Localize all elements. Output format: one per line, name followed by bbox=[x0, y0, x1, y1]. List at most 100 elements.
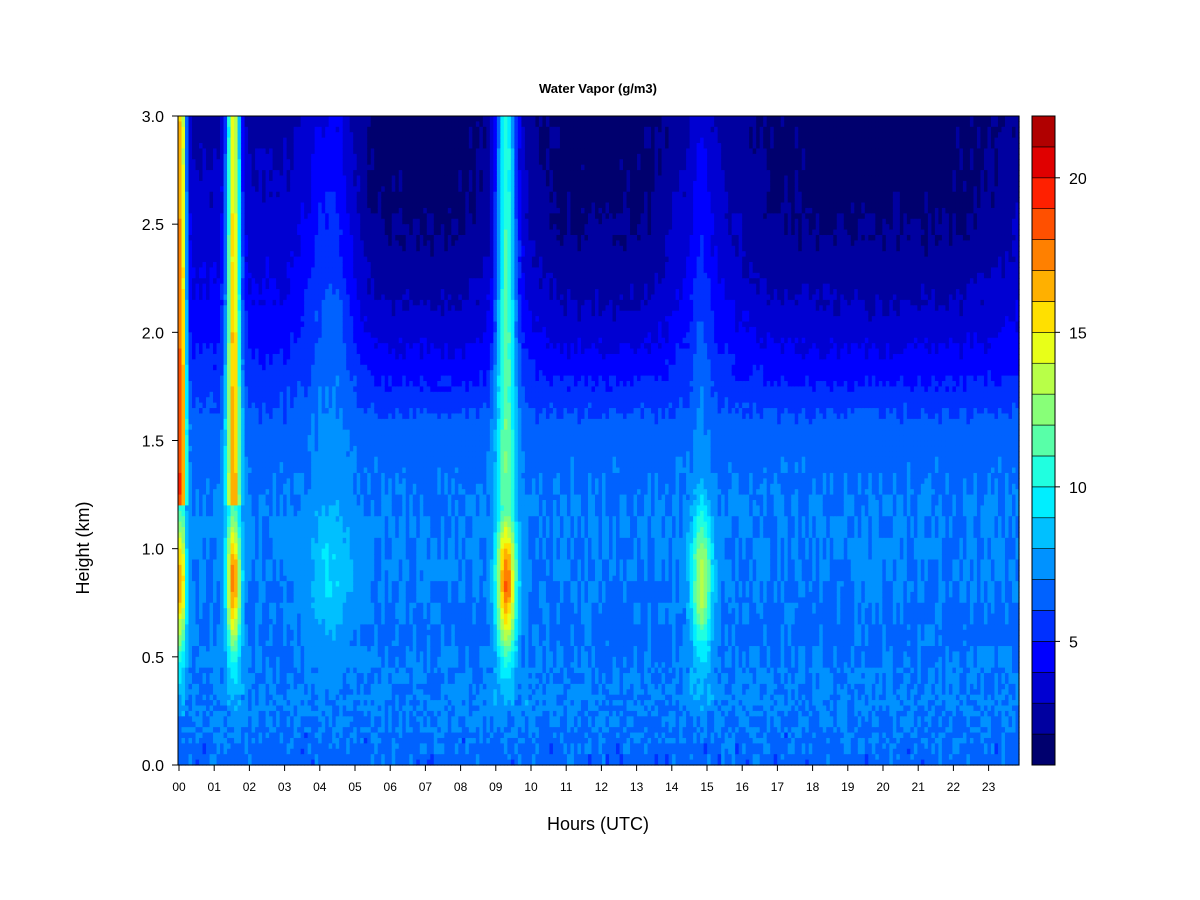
heatmap-cell bbox=[259, 624, 263, 630]
heatmap-cell bbox=[217, 376, 221, 382]
heatmap-cell bbox=[189, 305, 193, 311]
heatmap-cell bbox=[189, 597, 193, 603]
heatmap-cell bbox=[189, 397, 193, 403]
heatmap-cell bbox=[206, 349, 210, 355]
heatmap-cell bbox=[248, 576, 252, 582]
heatmap-cell bbox=[234, 646, 238, 652]
heatmap-cell bbox=[192, 462, 196, 468]
heatmap-cell bbox=[262, 565, 266, 571]
heatmap-cell bbox=[273, 338, 277, 344]
heatmap-cell bbox=[248, 451, 252, 457]
heatmap-cell bbox=[283, 500, 287, 506]
heatmap-cell bbox=[231, 473, 235, 479]
heatmap-cell bbox=[206, 386, 210, 392]
heatmap-cell bbox=[241, 446, 245, 452]
heatmap-cell bbox=[262, 570, 266, 576]
heatmap-cell bbox=[220, 451, 224, 457]
heatmap-cell bbox=[252, 706, 256, 712]
heatmap-cell bbox=[266, 354, 270, 360]
heatmap-cell bbox=[217, 332, 221, 338]
heatmap-cell bbox=[178, 224, 182, 230]
heatmap-cell bbox=[206, 305, 210, 311]
heatmap-cell bbox=[273, 559, 277, 565]
heatmap-cell bbox=[234, 213, 238, 219]
heatmap-cell bbox=[192, 446, 196, 452]
heatmap-cell bbox=[231, 441, 235, 447]
heatmap-cell bbox=[199, 700, 203, 706]
heatmap-cell bbox=[178, 116, 182, 122]
heatmap-cell bbox=[189, 500, 193, 506]
heatmap-cell bbox=[266, 641, 270, 647]
heatmap-cell bbox=[196, 251, 200, 257]
heatmap-cell bbox=[280, 273, 284, 279]
heatmap-cell bbox=[283, 716, 287, 722]
heatmap-cell bbox=[262, 203, 266, 209]
heatmap-cell bbox=[213, 251, 217, 257]
heatmap-cell bbox=[206, 165, 210, 171]
heatmap-cell bbox=[220, 365, 224, 371]
heatmap-cell bbox=[189, 294, 193, 300]
heatmap-cell bbox=[273, 468, 277, 474]
heatmap-cell bbox=[206, 208, 210, 214]
heatmap-cell bbox=[224, 489, 228, 495]
heatmap-cell bbox=[273, 127, 277, 133]
heatmap-cell bbox=[262, 300, 266, 306]
heatmap-cell bbox=[234, 441, 238, 447]
heatmap-cell bbox=[259, 689, 263, 695]
heatmap-cell bbox=[178, 473, 182, 479]
heatmap-cell bbox=[213, 468, 217, 474]
heatmap-cell bbox=[255, 262, 259, 268]
heatmap-cell bbox=[276, 441, 280, 447]
heatmap-cell bbox=[273, 224, 277, 230]
heatmap-cell bbox=[245, 706, 249, 712]
heatmap-cell bbox=[262, 322, 266, 328]
heatmap-cell bbox=[266, 473, 270, 479]
heatmap-cell bbox=[217, 148, 221, 154]
heatmap-cell bbox=[255, 424, 259, 430]
heatmap-cell bbox=[283, 738, 287, 744]
heatmap-cell bbox=[203, 181, 207, 187]
heatmap-cell bbox=[269, 408, 273, 414]
heatmap-cell bbox=[185, 695, 189, 701]
heatmap-cell bbox=[231, 154, 235, 160]
heatmap-cell bbox=[220, 419, 224, 425]
heatmap-cell bbox=[238, 662, 242, 668]
heatmap-cell bbox=[196, 543, 200, 549]
heatmap-cell bbox=[227, 727, 231, 733]
heatmap-cell bbox=[217, 495, 221, 501]
heatmap-cell bbox=[273, 473, 277, 479]
heatmap-cell bbox=[203, 359, 207, 365]
heatmap-cell bbox=[245, 543, 249, 549]
heatmap-cell bbox=[199, 624, 203, 630]
heatmap-cell bbox=[217, 278, 221, 284]
heatmap-cell bbox=[178, 170, 182, 176]
heatmap-cell bbox=[241, 511, 245, 517]
heatmap-cell bbox=[280, 170, 284, 176]
heatmap-cell bbox=[280, 257, 284, 263]
heatmap-cell bbox=[189, 505, 193, 511]
heatmap-cell bbox=[213, 435, 217, 441]
heatmap-cell bbox=[255, 257, 259, 263]
heatmap-cell bbox=[196, 154, 200, 160]
heatmap-cell bbox=[189, 197, 193, 203]
heatmap-cell bbox=[178, 614, 182, 620]
heatmap-cell bbox=[245, 727, 249, 733]
heatmap-cell bbox=[196, 678, 200, 684]
heatmap-cell bbox=[269, 343, 273, 349]
heatmap-cell bbox=[283, 581, 287, 587]
heatmap-cell bbox=[210, 706, 214, 712]
heatmap-cell bbox=[189, 170, 193, 176]
heatmap-cell bbox=[189, 608, 193, 614]
heatmap-cell bbox=[248, 468, 252, 474]
heatmap-cell bbox=[269, 240, 273, 246]
heatmap-cell bbox=[266, 603, 270, 609]
heatmap-cell bbox=[255, 473, 259, 479]
heatmap-cell bbox=[217, 267, 221, 273]
heatmap-cell bbox=[227, 338, 231, 344]
heatmap-cell bbox=[252, 267, 256, 273]
heatmap-cell bbox=[283, 733, 287, 739]
heatmap-cell bbox=[206, 668, 210, 674]
heatmap-cell bbox=[241, 197, 245, 203]
heatmap-cell bbox=[269, 657, 273, 663]
heatmap-cell bbox=[192, 646, 196, 652]
